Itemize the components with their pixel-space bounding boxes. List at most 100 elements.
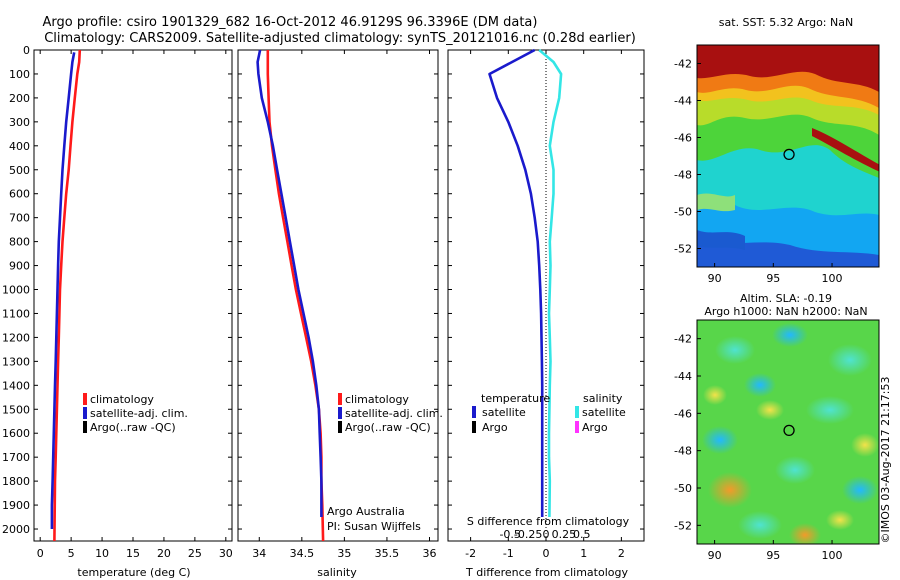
- x-tick-label: 2: [618, 547, 625, 560]
- legend-label-satellite-clim: satellite-adj. clim.: [345, 407, 443, 420]
- x-tick-label: 34: [252, 547, 266, 560]
- depth-tick-label: 1300: [2, 355, 30, 368]
- map-y-tick-label: -42: [674, 333, 692, 346]
- depth-tick-label: 400: [9, 140, 30, 153]
- difference-profile-plot: -2 -1 0 1 2 -0.5-0.25 0 0.250.5: [447, 48, 645, 560]
- map-x-tick-label: 90: [708, 272, 722, 285]
- legend-swatch-sal-satellite: [575, 406, 579, 418]
- legend-swatch-climatology: [83, 393, 87, 405]
- legend-title-temperature: temperature: [481, 392, 550, 405]
- top-x-tick-label: 0.5: [573, 528, 591, 541]
- x-tick-label: 25: [188, 547, 202, 560]
- temperature-legend: climatology satellite-adj. clim. Argo(..…: [83, 393, 188, 434]
- sla-field: [697, 320, 879, 544]
- top-x-tick-label: -0.5: [499, 528, 520, 541]
- depth-tick-label: 0: [23, 44, 30, 57]
- top-x-tick-label: 0: [543, 528, 550, 541]
- depth-tick-label: 1800: [2, 475, 30, 488]
- x-tick-label: 0: [543, 547, 550, 560]
- map-y-tick-label: -48: [674, 445, 692, 458]
- difference-legend: temperature salinity satellite Argo sate…: [472, 392, 626, 434]
- pi-name-label: PI: Susan Wijffels: [327, 520, 421, 533]
- legend-swatch-satellite-clim: [83, 407, 87, 419]
- x-tick-label: 0: [37, 547, 44, 560]
- map-y-tick-label: -42: [674, 58, 692, 71]
- legend-swatch-temp-satellite: [472, 406, 476, 418]
- depth-tick-label: 1400: [2, 379, 30, 392]
- x-tick-label: 20: [157, 547, 171, 560]
- timestamp-watermark: ©IMOS 03-Aug-2017 21:17:53: [879, 377, 892, 544]
- depth-tick-label: 900: [9, 260, 30, 273]
- x-tick-label: 5: [68, 547, 75, 560]
- x-tick-label: 36: [422, 547, 436, 560]
- depth-tick-label: 800: [9, 236, 30, 249]
- map-y-tick-label: -52: [674, 243, 692, 256]
- salinity-legend: climatology satellite-adj. clim. Argo(..…: [338, 393, 443, 434]
- salinity-profile-plot: 34 34.5 35 35.5 36: [237, 49, 439, 560]
- depth-tick-label: 700: [9, 212, 30, 225]
- map-y-tick-label: -46: [674, 132, 692, 145]
- difference-axis-label: T difference from climatology: [465, 566, 628, 579]
- map-x-tick-label: 95: [766, 272, 780, 285]
- sla-map-frame: [696, 319, 880, 545]
- argo-australia-label: Argo Australia: [327, 505, 405, 518]
- sla-map: 90 95 100 -42 -44 -46 -48 -50 -52: [674, 319, 880, 562]
- x-tick-label: 30: [219, 547, 233, 560]
- sst-map-frame: [696, 44, 880, 268]
- depth-tick-label: 1600: [2, 427, 30, 440]
- series-line-satellite: [538, 49, 563, 518]
- legend-label-temp-satellite: satellite: [482, 406, 526, 419]
- top-x-tick-label: 0.25: [552, 528, 577, 541]
- sla-map-axes: 90 95 100 -42 -44 -46 -48 -50 -52: [674, 319, 880, 562]
- sst-map: 90 95 100 -42 -44 -46 -48 -50 -52: [674, 44, 880, 285]
- map-y-tick-label: -46: [674, 407, 692, 420]
- sst-map-axes: 90 95 100 -42 -44 -46 -48 -50 -52: [674, 44, 880, 285]
- series-line-satellite-adj-clim-: [50, 52, 76, 529]
- legend-title-salinity: salinity: [583, 392, 623, 405]
- x-tick-label: 15: [126, 547, 140, 560]
- legend-label-sal-satellite: satellite: [582, 406, 626, 419]
- legend-swatch-sal-argo: [575, 421, 579, 433]
- legend-label-argo: Argo(..raw -QC): [90, 421, 176, 434]
- map-y-tick-label: -48: [674, 169, 692, 182]
- difference-top-axis-label: S difference from climatology: [467, 515, 630, 528]
- legend-label-argo: Argo(..raw -QC): [345, 421, 431, 434]
- x-tick-label: -2: [465, 547, 476, 560]
- argo-location-marker: [783, 424, 795, 437]
- legend-swatch-argo: [83, 421, 87, 433]
- sla-map-subtitle: Argo h1000: NaN h2000: NaN: [704, 305, 867, 318]
- temperature-axis-label: temperature (deg C): [77, 566, 190, 579]
- depth-tick-label: 500: [9, 164, 30, 177]
- argo-location-marker: [783, 148, 795, 161]
- depth-tick-label: 1900: [2, 499, 30, 512]
- map-x-tick-label: 100: [822, 272, 843, 285]
- series-line-satellite: [488, 48, 544, 517]
- map-y-tick-label: -52: [674, 519, 692, 532]
- x-tick-label: 35.5: [375, 547, 400, 560]
- x-tick-label: 35: [337, 547, 351, 560]
- salinity-axes-frame: [237, 49, 439, 542]
- series-line-satellite-adj-clim-: [256, 49, 323, 517]
- legend-label-temp-argo: Argo: [482, 421, 508, 434]
- legend-swatch-satellite-clim: [338, 407, 342, 419]
- depth-tick-label: 600: [9, 188, 30, 201]
- x-tick-label: 34.5: [290, 547, 315, 560]
- map-y-tick-label: -50: [674, 206, 692, 219]
- salinity-axis-label: salinity: [317, 566, 357, 579]
- depth-tick-label: 300: [9, 116, 30, 129]
- figure-title-line-2: Climatology: CARS2009. Satellite-adjuste…: [44, 31, 636, 46]
- top-x-tick-label: -0.25: [514, 528, 542, 541]
- temperature-axes-frame: [33, 49, 233, 542]
- depth-tick-label: 1000: [2, 284, 30, 297]
- depth-tick-label: 1100: [2, 307, 30, 320]
- legend-label-climatology: climatology: [345, 393, 409, 406]
- map-y-tick-label: -44: [674, 370, 692, 383]
- map-y-tick-label: -50: [674, 482, 692, 495]
- legend-swatch-argo: [338, 421, 342, 433]
- sst-map-title: sat. SST: 5.32 Argo: NaN: [719, 16, 853, 29]
- map-x-tick-label: 90: [708, 549, 722, 562]
- map-x-tick-label: 100: [822, 549, 843, 562]
- series-line-climatology: [53, 49, 82, 542]
- x-tick-label: -1: [503, 547, 514, 560]
- sst-field: [697, 45, 879, 267]
